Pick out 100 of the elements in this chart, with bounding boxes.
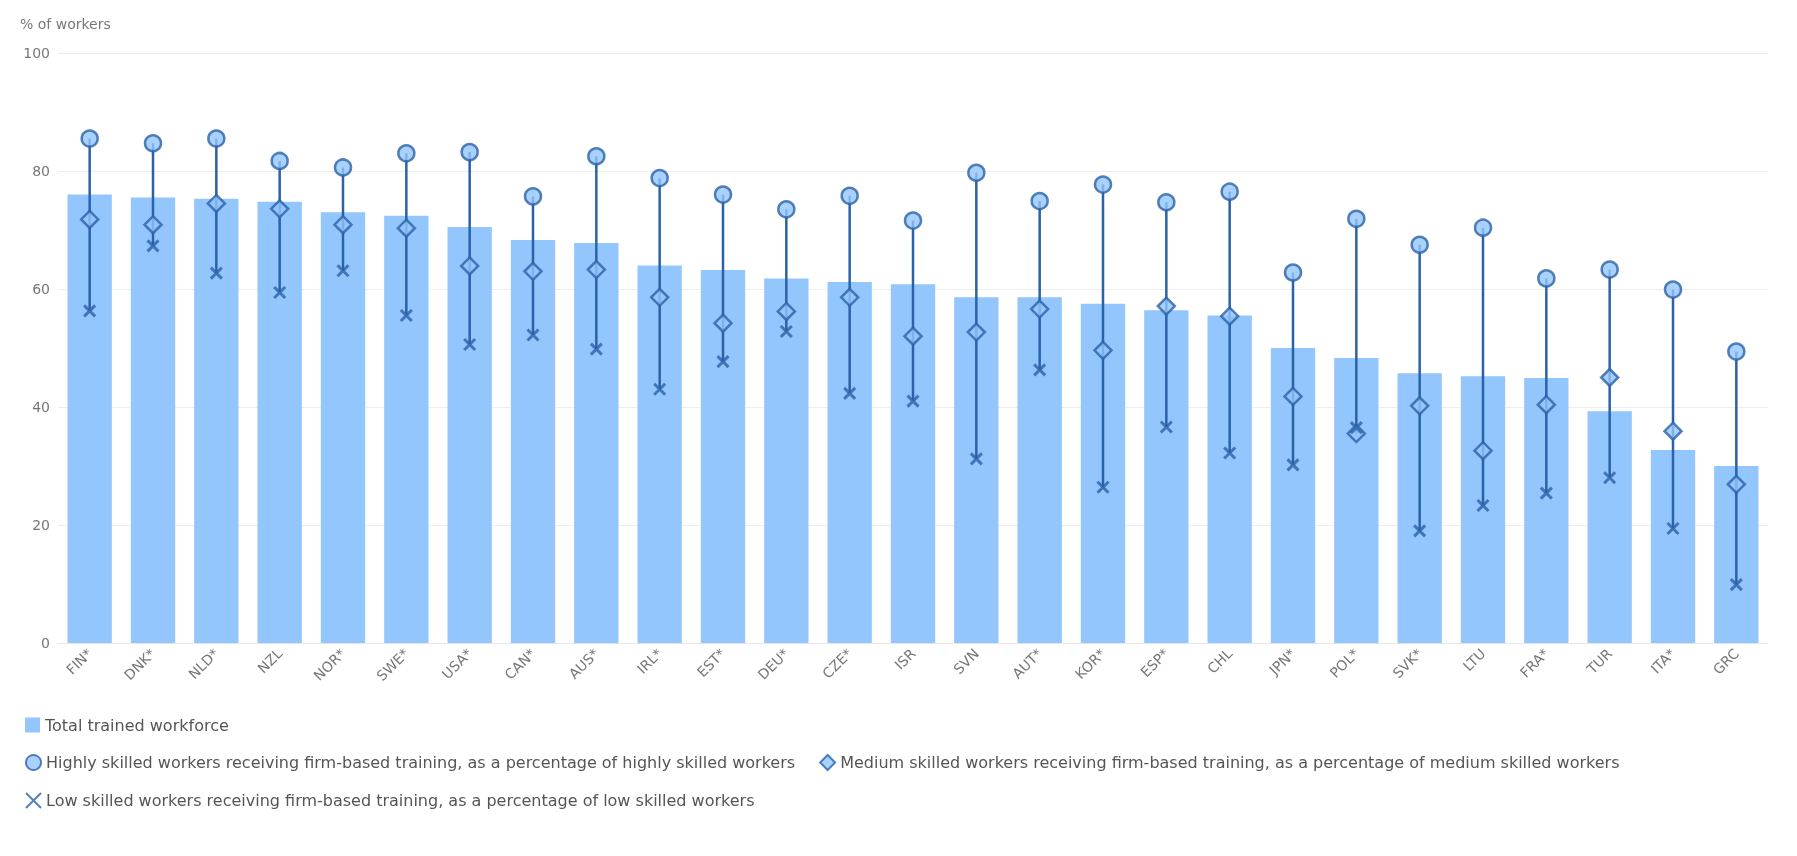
- point: [652, 382, 667, 397]
- point: [143, 134, 163, 153]
- point: [206, 193, 227, 214]
- y-axis-title: % of workers: [20, 16, 111, 32]
- x-tick-label: LTU: [1459, 645, 1489, 675]
- point: [1286, 457, 1300, 472]
- point: [1727, 342, 1746, 361]
- point: [270, 151, 289, 171]
- bar: [67, 194, 112, 643]
- point: [1032, 362, 1047, 377]
- x-tick-label: ISR: [891, 645, 919, 673]
- point: [143, 214, 163, 235]
- point: [650, 168, 669, 188]
- point: [1159, 420, 1174, 435]
- bar: [320, 212, 366, 643]
- bar: [510, 240, 556, 643]
- point: [82, 303, 97, 318]
- bar: [1080, 303, 1126, 643]
- bar: [764, 278, 809, 643]
- point: [967, 163, 986, 183]
- point: [1219, 306, 1240, 326]
- bar: [574, 242, 619, 643]
- x-tick-label: CHL: [1204, 645, 1236, 677]
- bar: [1524, 378, 1569, 643]
- point: [840, 186, 859, 206]
- y-tick-label: 60: [32, 281, 50, 297]
- point: [1347, 209, 1366, 229]
- point: [462, 337, 477, 352]
- x-tick-label: TUR: [1583, 645, 1616, 678]
- point: [779, 324, 794, 339]
- point: [1726, 474, 1747, 495]
- point: [336, 263, 350, 278]
- point: [269, 199, 290, 219]
- point: [587, 147, 606, 166]
- x-tick-label: NZL: [254, 645, 286, 677]
- point: [716, 354, 730, 369]
- point: [776, 301, 797, 322]
- point: [1476, 498, 1490, 513]
- point: [333, 158, 353, 177]
- point: [460, 142, 479, 162]
- point: [1537, 269, 1556, 288]
- bar: [637, 265, 682, 643]
- point: [906, 394, 920, 409]
- point: [1666, 521, 1680, 536]
- point: [1409, 396, 1430, 416]
- point: [1096, 480, 1110, 495]
- bar: [1714, 466, 1759, 643]
- legend-label: Highly skilled workers receiving firm-based training, as a percentage of highly skilled workers: [46, 753, 796, 772]
- point: [1283, 263, 1303, 282]
- point: [1412, 523, 1427, 538]
- point: [1093, 340, 1113, 361]
- point: [842, 386, 857, 401]
- bar: [890, 284, 936, 643]
- bar: [1650, 450, 1696, 643]
- point: [1600, 260, 1619, 279]
- point: [969, 451, 984, 466]
- point: [459, 256, 480, 276]
- point: [1539, 486, 1554, 501]
- point: [1030, 191, 1049, 211]
- point: [1473, 440, 1493, 461]
- point: [1157, 193, 1176, 212]
- bar: [827, 281, 872, 643]
- point: [966, 322, 987, 342]
- point: [1410, 235, 1429, 254]
- point: [1663, 280, 1683, 299]
- point: [1156, 296, 1177, 316]
- bar: [1587, 411, 1632, 643]
- bar: [447, 227, 492, 643]
- point: [146, 238, 160, 253]
- point: [523, 187, 543, 206]
- y-tick-label: 40: [32, 399, 50, 415]
- point: [1222, 446, 1237, 461]
- point: [1473, 218, 1493, 237]
- bar: [384, 215, 429, 643]
- point: [1029, 299, 1050, 319]
- y-tick-label: 80: [32, 163, 50, 179]
- bar: [1270, 348, 1316, 643]
- bar: [954, 297, 999, 643]
- point: [903, 326, 923, 346]
- point: [79, 209, 100, 230]
- point: [209, 266, 224, 281]
- point: [649, 287, 670, 308]
- point: [80, 129, 99, 148]
- point: [397, 144, 416, 163]
- point: [399, 308, 414, 323]
- point: [1729, 577, 1744, 592]
- point: [586, 259, 607, 280]
- bar: [1017, 297, 1062, 643]
- point: [1599, 367, 1620, 388]
- bar: [1460, 376, 1506, 643]
- point: [903, 211, 923, 230]
- legend-label: Total trained workforce: [44, 715, 229, 735]
- point: [523, 261, 543, 282]
- point: [1536, 394, 1557, 415]
- point: [1220, 182, 1239, 201]
- point: [1602, 470, 1617, 485]
- point: [396, 218, 417, 238]
- point: [713, 313, 733, 333]
- y-tick-label: 0: [41, 635, 50, 651]
- legend-label: Medium skilled workers receiving firm-based training, as a percentage of medium skilled workers: [840, 753, 1620, 772]
